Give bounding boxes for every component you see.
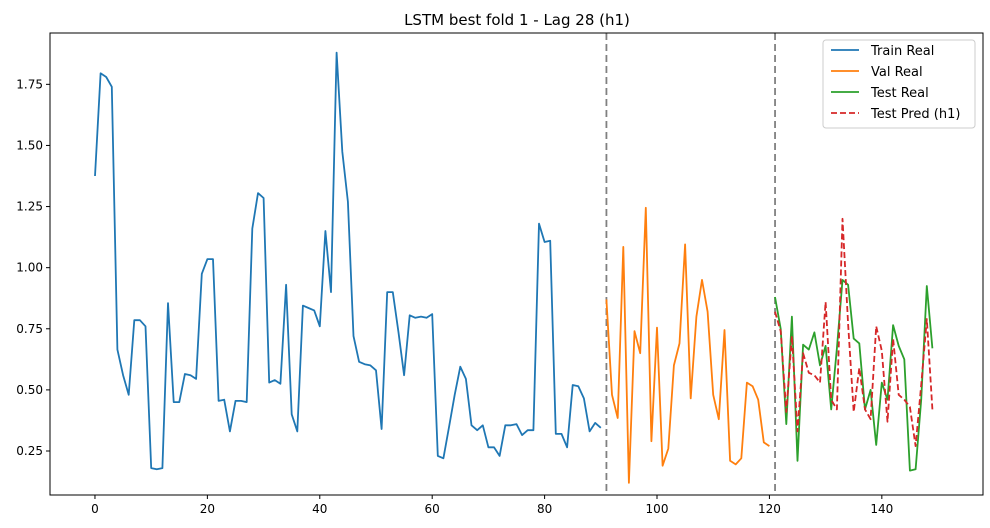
axis-ticks: 0 20 40 60 80 100 120 140 0.25 0.50 0.75 1.00 1.25 1.… [16, 77, 893, 516]
y-tick-label: 0.25 [16, 444, 43, 458]
series-train-real [95, 53, 601, 470]
x-tick-label: 140 [870, 502, 893, 516]
x-tick-label: 0 [91, 502, 99, 516]
legend-label: Train Real [870, 44, 934, 59]
y-tick-label: 1.50 [16, 138, 43, 152]
series-test-real [775, 280, 932, 471]
x-tick-label: 20 [200, 502, 215, 516]
x-tick-label: 100 [646, 502, 669, 516]
legend: Train Real Val Real Test Real Test Pred (h1… [823, 40, 975, 128]
y-tick-label: 0.50 [16, 383, 43, 397]
y-tick-label: 0.75 [16, 322, 43, 336]
y-tick-label: 1.75 [16, 77, 43, 91]
x-tick-label: 120 [758, 502, 781, 516]
x-tick-label: 60 [425, 502, 440, 516]
chart-title: LSTM best fold 1 - Lag 28 (h1) [404, 11, 630, 29]
legend-label: Val Real [871, 65, 923, 80]
plot-area [95, 33, 932, 495]
y-tick-label: 1.00 [16, 261, 43, 275]
legend-label: Test Pred (h1) [870, 107, 960, 122]
x-tick-label: 40 [312, 502, 327, 516]
legend-label: Test Real [870, 86, 929, 101]
y-tick-label: 1.25 [16, 200, 43, 214]
x-tick-label: 80 [537, 502, 552, 516]
series-val-real [606, 208, 769, 483]
